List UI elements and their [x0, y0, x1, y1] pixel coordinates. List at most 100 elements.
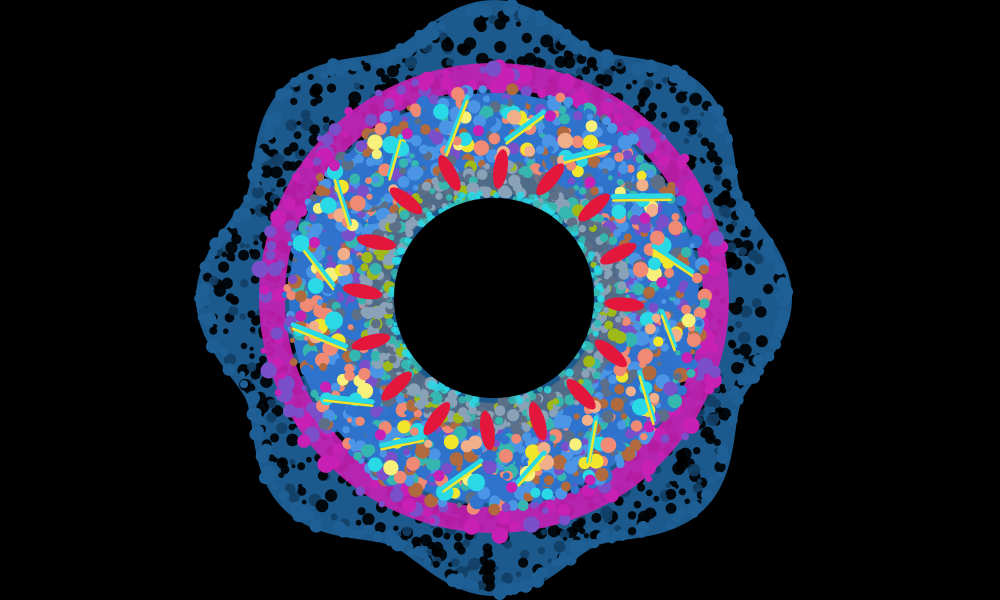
- fg-repeat-fringe: [395, 343, 401, 349]
- protein-blob: [620, 171, 633, 184]
- scaffold-pore: [712, 165, 723, 175]
- scaffold-lump: [504, 1, 513, 10]
- magenta-dot: [656, 276, 668, 288]
- fg-repeat-fringe: [388, 287, 395, 293]
- magenta-blob: [489, 78, 507, 96]
- scaffold-lump: [767, 252, 778, 263]
- scaffold-lump: [607, 534, 617, 544]
- scaffold-lump: [666, 522, 674, 530]
- protein-blob: [381, 110, 394, 123]
- protein-blob: [287, 241, 293, 247]
- scaffold-lump: [717, 444, 729, 456]
- inner-blob: [427, 396, 433, 402]
- scaffold-pore: [738, 247, 748, 256]
- scaffold-pore: [301, 499, 307, 505]
- scaffold-lump: [413, 546, 425, 557]
- protein-blob: [424, 493, 439, 508]
- scaffold-pore: [259, 355, 267, 364]
- scaffold-pore: [763, 283, 774, 295]
- scaffold-pore: [221, 251, 228, 258]
- scaffold-pore: [653, 495, 660, 502]
- salmon-subunit: [632, 261, 649, 278]
- scaffold-pore: [559, 529, 570, 540]
- inner-blob: [419, 391, 429, 401]
- scaffold-lump: [754, 366, 765, 376]
- scaffold-lump: [281, 500, 289, 508]
- protein-blob: [630, 420, 643, 432]
- protein-blob: [354, 154, 364, 164]
- protein-blob: [686, 333, 701, 348]
- magenta-dot: [472, 125, 484, 137]
- fg-repeat-fringe: [594, 267, 603, 276]
- magenta-blob: [541, 507, 549, 514]
- inner-blob: [360, 263, 369, 272]
- protein-blob: [383, 193, 392, 202]
- fg-repeat-fringe: [385, 318, 394, 326]
- scaffold-pore: [729, 302, 743, 315]
- magenta-blob: [282, 198, 296, 211]
- protein-blob: [351, 308, 364, 321]
- helix-stick: [611, 198, 672, 202]
- protein-blob: [573, 110, 583, 121]
- magenta-blob: [276, 260, 286, 269]
- scaffold-lump: [762, 236, 774, 249]
- scaffold-lump: [407, 549, 415, 557]
- inner-blob: [361, 251, 373, 264]
- scaffold-pore: [625, 83, 632, 90]
- protein-blob: [600, 378, 610, 388]
- scaffold-pore: [733, 348, 741, 356]
- red-helix: [604, 297, 645, 312]
- salmon-subunit: [406, 456, 421, 471]
- protein-blob: [621, 446, 636, 462]
- protein-blob: [638, 220, 652, 233]
- scaffold-lump: [776, 331, 784, 339]
- fg-repeat-fringe: [588, 256, 594, 262]
- protein-blob: [583, 443, 590, 450]
- scaffold-pore: [614, 524, 621, 532]
- protein-blob: [623, 233, 632, 242]
- protein-blob: [655, 214, 670, 229]
- protein-blob: [650, 174, 665, 190]
- protein-blob: [403, 448, 410, 456]
- protein-blob: [693, 307, 707, 320]
- protein-blob: [638, 348, 653, 364]
- protein-blob: [547, 145, 554, 153]
- magenta-blob: [270, 327, 283, 340]
- scaffold-pore: [223, 328, 229, 335]
- scaffold-pore: [697, 478, 702, 484]
- scaffold-pore: [232, 297, 239, 305]
- fg-repeat-fringe: [413, 363, 422, 372]
- inner-blob: [371, 306, 385, 320]
- protein-blob: [558, 105, 567, 114]
- scaffold-lump: [199, 261, 211, 272]
- inner-blob: [607, 328, 621, 342]
- fg-repeat-fringe: [404, 236, 412, 244]
- protein-blob: [511, 433, 522, 444]
- protein-blob: [546, 421, 555, 430]
- fg-repeat-fringe: [508, 395, 517, 405]
- inner-blob: [600, 333, 606, 339]
- protein-blob: [478, 85, 487, 94]
- inner-blob: [610, 286, 617, 293]
- scaffold-pore: [376, 68, 386, 77]
- cyan-subunit: [324, 311, 343, 330]
- protein-blob: [681, 304, 692, 315]
- scaffold-pore: [482, 571, 496, 585]
- scaffold-lump: [599, 49, 614, 63]
- scaffold-pore: [661, 76, 669, 84]
- scaffold-lump: [676, 508, 687, 519]
- scaffold-pore: [755, 306, 767, 318]
- protein-blob: [567, 177, 576, 185]
- magenta-blob: [702, 204, 710, 212]
- scaffold-pore: [269, 433, 280, 443]
- scaffold-pore: [727, 325, 735, 333]
- protein-blob: [413, 409, 423, 418]
- magenta-ring: [251, 59, 729, 544]
- scaffold-lump: [329, 68, 337, 76]
- scaffold-lump: [396, 46, 406, 57]
- protein-blob: [292, 257, 298, 263]
- magenta-blob: [411, 79, 419, 87]
- red-helix: [528, 401, 547, 441]
- inner-blob: [407, 383, 421, 397]
- fg-repeat-fringe: [464, 394, 472, 402]
